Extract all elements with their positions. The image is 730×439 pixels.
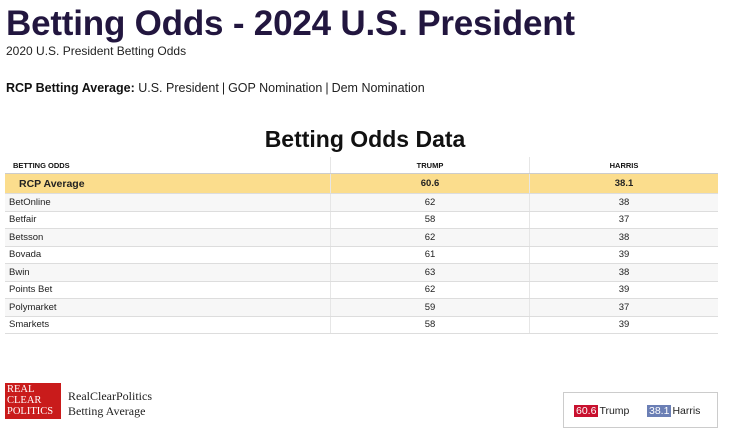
source-cell: Betsson xyxy=(5,228,331,247)
column-header-source[interactable]: BETTING ODDS xyxy=(5,157,331,174)
table-row: Smarkets 58 39 xyxy=(5,316,718,334)
logo-text-line: REAL xyxy=(7,384,35,395)
legend-name-harris: Harris xyxy=(672,405,701,417)
average-source-cell: RCP Average xyxy=(5,173,331,194)
trump-odds-cell: 59 xyxy=(330,298,530,317)
legend-name-trump: Trump xyxy=(599,405,630,417)
rcp-logo[interactable]: REAL CLEAR POLITICS xyxy=(5,383,61,419)
average-harris-cell: 38.1 xyxy=(529,173,718,194)
trump-odds-cell: 58 xyxy=(330,316,530,334)
table-title: Betting Odds Data xyxy=(264,126,466,152)
legend-item-harris: 38.1 Harris xyxy=(647,405,700,417)
trump-odds-cell: 58 xyxy=(330,211,530,229)
source-cell: Betfair xyxy=(5,211,331,229)
nav-separator: | xyxy=(221,81,226,95)
nav-separator: | xyxy=(325,81,329,95)
source-cell: Bovada xyxy=(5,246,331,264)
source-cell: Polymarket xyxy=(5,298,331,317)
table-row: Bovada 61 39 xyxy=(5,246,718,264)
us-president-link[interactable]: U.S. President xyxy=(138,81,219,95)
harris-odds-cell: 37 xyxy=(529,298,718,317)
harris-odds-cell: 38 xyxy=(529,193,718,212)
harris-odds-cell: 39 xyxy=(529,316,718,334)
trump-odds-cell: 62 xyxy=(330,281,530,299)
brand-caption: RealClearPolitics Betting Average xyxy=(68,389,152,419)
table-row: BetOnline 62 38 xyxy=(5,193,718,212)
rcp-average-row: RCP Average 60.6 38.1 xyxy=(5,173,718,194)
source-cell: Smarkets xyxy=(5,316,331,334)
source-cell: Points Bet xyxy=(5,281,331,299)
table-row: Betsson 62 38 xyxy=(5,228,718,247)
rcp-average-label: RCP Betting Average: xyxy=(6,81,135,95)
2020-odds-link[interactable]: 2020 U.S. President Betting Odds xyxy=(6,44,187,58)
harris-odds-cell: 39 xyxy=(529,281,718,299)
odds-table: BETTING ODDS TRUMP HARRIS RCP Average 60… xyxy=(5,157,718,334)
table-row: Betfair 58 37 xyxy=(5,211,718,229)
harris-odds-cell: 38 xyxy=(529,263,718,282)
column-header-harris[interactable]: HARRIS xyxy=(529,157,718,174)
column-header-trump[interactable]: TRUMP xyxy=(330,157,530,174)
trump-odds-cell: 62 xyxy=(330,193,530,212)
trump-odds-cell: 61 xyxy=(330,246,530,264)
brand-name: RealClearPolitics xyxy=(68,389,152,403)
source-cell: BetOnline xyxy=(5,193,331,212)
trump-odds-cell: 63 xyxy=(330,263,530,282)
logo-text-line: POLITICS xyxy=(7,406,54,417)
harris-odds-cell: 39 xyxy=(529,246,718,264)
harris-odds-cell: 37 xyxy=(529,211,718,229)
page-title: Betting Odds - 2024 U.S. President xyxy=(6,4,575,43)
trump-odds-cell: 62 xyxy=(330,228,530,247)
average-trump-cell: 60.6 xyxy=(330,173,530,194)
table-header-row: BETTING ODDS TRUMP HARRIS xyxy=(5,157,718,174)
table-row: Points Bet 62 39 xyxy=(5,281,718,299)
legend-item-trump: 60.6 Trump xyxy=(574,405,629,417)
gop-nomination-link[interactable]: GOP Nomination xyxy=(228,81,323,95)
rcp-average-nav: RCP Betting Average: U.S. President | GOP … xyxy=(6,81,425,95)
legend-value-harris: 38.1 xyxy=(647,405,672,417)
source-cell: Bwin xyxy=(5,263,331,282)
average-legend: 60.6 Trump 38.1 Harris xyxy=(563,392,718,428)
table-row: Polymarket 59 37 xyxy=(5,298,718,317)
brand-subtitle: Betting Average xyxy=(68,404,146,418)
harris-odds-cell: 38 xyxy=(529,228,718,247)
dem-nomination-link[interactable]: Dem Nomination xyxy=(331,81,425,95)
table-row: Bwin 63 38 xyxy=(5,263,718,282)
legend-value-trump: 60.6 xyxy=(574,405,599,417)
logo-text-line: CLEAR xyxy=(7,395,42,406)
